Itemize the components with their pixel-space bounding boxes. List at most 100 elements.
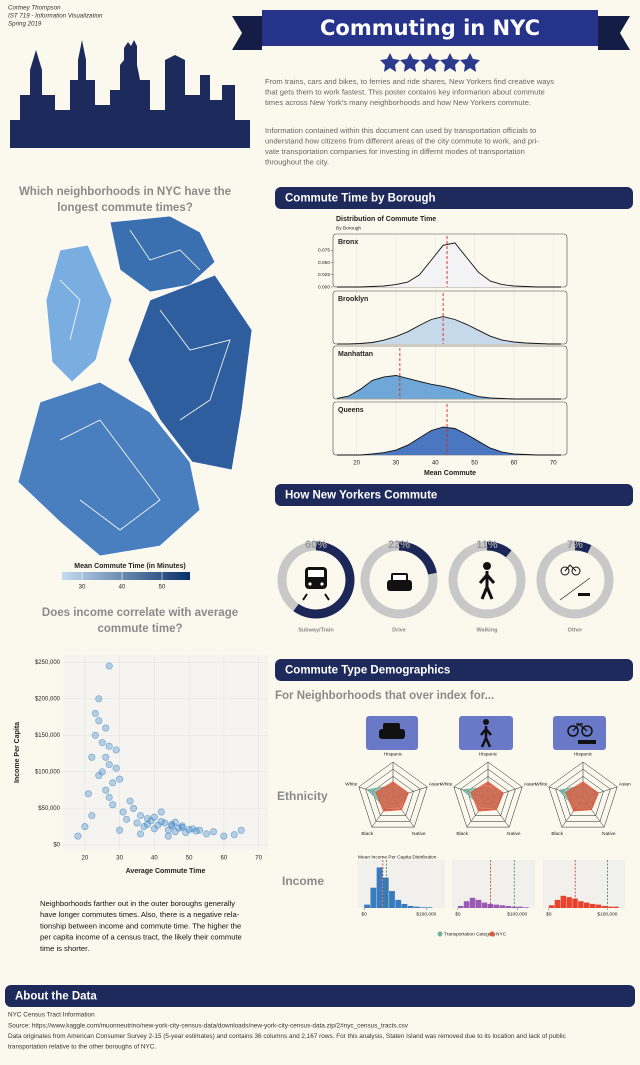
scatter-point bbox=[105, 761, 113, 769]
scatter-point bbox=[237, 826, 245, 834]
borough-label: Manhattan bbox=[338, 351, 373, 358]
histogram-bar bbox=[560, 895, 567, 908]
histogram-bar bbox=[364, 904, 371, 908]
histogram-bar bbox=[382, 877, 389, 908]
section-title: Commute Time by Borough bbox=[285, 193, 436, 205]
radar-axis-label: Black bbox=[361, 831, 373, 837]
histogram-panel bbox=[452, 860, 535, 908]
x-tick-label: 20 bbox=[353, 461, 360, 467]
y-tick-label: 0.075 bbox=[318, 248, 330, 254]
donut-category: Other bbox=[568, 627, 584, 633]
scatter-point bbox=[164, 832, 172, 840]
density-curve bbox=[336, 426, 562, 456]
radar-axis-label: Hispanic bbox=[574, 751, 593, 757]
radar-ring bbox=[365, 768, 421, 822]
scatter-point bbox=[84, 790, 92, 798]
histogram-bar bbox=[457, 905, 464, 908]
scatter-point bbox=[91, 709, 99, 717]
x-tick-label: $100,000 bbox=[416, 911, 436, 917]
radar-ring bbox=[548, 761, 618, 828]
radar-ring bbox=[460, 768, 516, 822]
radar-ring bbox=[555, 768, 611, 822]
row-label: Ethnicity bbox=[277, 789, 328, 803]
scatter-point bbox=[102, 724, 110, 732]
borough-label: Brooklyn bbox=[338, 296, 368, 303]
scatter-point bbox=[98, 768, 106, 776]
intro-line: From trains, cars and bikes, to ferries … bbox=[265, 77, 554, 86]
x-tick-label: 40 bbox=[432, 461, 439, 467]
note-line: tionship between income and commute time… bbox=[40, 921, 241, 930]
scatter-point bbox=[203, 830, 211, 838]
histogram-bar bbox=[469, 897, 476, 908]
density-curve bbox=[336, 316, 562, 345]
radar-axis-label: Asian bbox=[429, 782, 441, 788]
title-ribbon-tail bbox=[598, 16, 630, 50]
scatter-point bbox=[192, 827, 200, 835]
borough-label: Bronx bbox=[338, 239, 358, 246]
scatter-point bbox=[105, 662, 113, 670]
scatter-point bbox=[157, 818, 165, 826]
donut-segment bbox=[293, 541, 355, 619]
scatter-point bbox=[95, 717, 103, 725]
histogram-bar bbox=[517, 906, 523, 908]
histogram-bar bbox=[595, 904, 602, 908]
radar-axis-label: Asian bbox=[524, 782, 536, 788]
x-tick-label: $100,000 bbox=[507, 911, 527, 917]
colorbar-tick-label: 40 bbox=[119, 585, 126, 591]
histogram-title: Mean Income Per Capita Distribution bbox=[358, 854, 437, 860]
donut-category: Subway/Train bbox=[298, 627, 334, 633]
scatter-point bbox=[133, 819, 141, 827]
x-tick-label: 20 bbox=[82, 856, 89, 862]
scatter-point bbox=[136, 830, 144, 838]
section-bar bbox=[5, 985, 635, 1007]
skyline bbox=[10, 40, 250, 148]
scatter-point bbox=[143, 815, 151, 823]
title-ribbon bbox=[262, 10, 598, 46]
scatter-point bbox=[109, 801, 117, 809]
footer-line: transportation relative to the other bor… bbox=[8, 1043, 156, 1050]
stars bbox=[380, 53, 480, 72]
intro-line: throughout the city. bbox=[265, 158, 329, 167]
row-label: Income bbox=[282, 874, 324, 888]
scatter-point bbox=[171, 818, 179, 826]
intro-line: Information contained within this docume… bbox=[265, 126, 536, 135]
x-tick-label: 30 bbox=[116, 856, 123, 862]
radar-axis-label: Asian bbox=[619, 782, 631, 788]
y-tick-label: 0.050 bbox=[318, 260, 330, 266]
colorbar-tick-label: 50 bbox=[159, 585, 166, 591]
donut-value: 22% bbox=[388, 539, 410, 551]
radar-area bbox=[565, 781, 599, 812]
x-tick-label: $0 bbox=[362, 911, 368, 917]
scatter-point bbox=[109, 779, 117, 787]
x-tick-label: 50 bbox=[186, 856, 193, 862]
y-tick-label: 0.025 bbox=[318, 272, 330, 278]
scatter-point bbox=[209, 828, 217, 836]
scatter-question: commute time? bbox=[98, 623, 183, 635]
scatter-point bbox=[116, 826, 124, 834]
scatter-point bbox=[123, 815, 131, 823]
section-bar bbox=[275, 187, 633, 209]
y-tick-label: $200,000 bbox=[35, 696, 61, 702]
scatter-point bbox=[171, 828, 179, 836]
x-tick-label: 30 bbox=[393, 461, 400, 467]
histogram-bar bbox=[548, 905, 555, 908]
radar-axis-label: White bbox=[345, 782, 358, 788]
histogram-bar bbox=[413, 906, 420, 908]
scatter-point bbox=[116, 775, 124, 783]
radar-area bbox=[375, 781, 409, 812]
plot-area bbox=[63, 655, 268, 850]
scatter-point bbox=[105, 742, 113, 750]
histogram-bar bbox=[376, 867, 383, 908]
note-line: have longer commutes times. Also, there … bbox=[40, 910, 240, 919]
map-question: Which neighborhoods in NYC have the bbox=[19, 186, 231, 198]
colorbar-label: Mean Commute Time (in Minutes) bbox=[74, 563, 186, 570]
histogram-bar bbox=[523, 907, 529, 908]
legend-swatch bbox=[437, 931, 443, 937]
radar-axis-label: White bbox=[440, 782, 453, 788]
legend-swatch bbox=[489, 931, 495, 937]
intro-line: vate transportation companies for invest… bbox=[265, 147, 525, 156]
radar-axis-label: Native bbox=[507, 831, 521, 837]
author-line: IST 719 - Information Visualization bbox=[8, 13, 103, 20]
histogram-bar bbox=[578, 901, 584, 908]
scatter-point bbox=[150, 813, 158, 821]
